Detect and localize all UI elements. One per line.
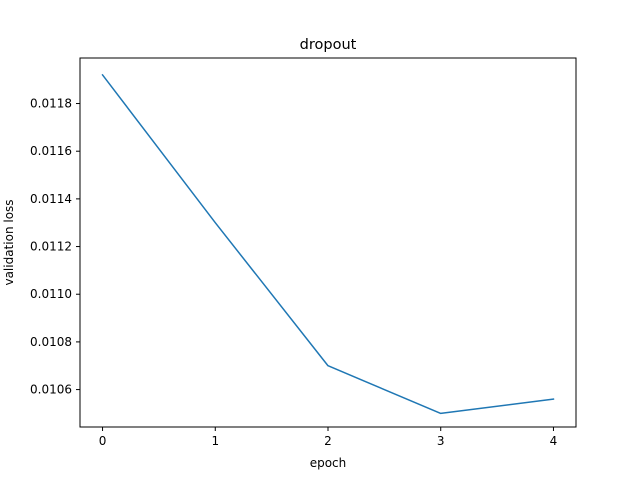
y-axis-label: validation loss [2,199,16,285]
series-line-0 [101,73,555,415]
y-tick-label: 0.0114 [30,192,72,206]
y-tick-label: 0.0116 [30,144,72,158]
y-tick-label: 0.0118 [30,97,72,111]
y-tick-label: 0.0112 [30,240,72,254]
x-tick-label: 0 [99,434,107,448]
y-tick-label: 0.0108 [30,335,72,349]
x-axis-ticks: 0 1 2 3 4 [99,427,558,448]
chart-title: dropout [300,37,357,53]
x-tick-label: 2 [324,434,332,448]
x-tick-label: 1 [211,434,219,448]
y-tick-label: 0.0110 [30,287,72,301]
x-tick-label: 3 [437,434,445,448]
y-tick-label: 0.0106 [30,383,72,397]
x-tick-label: 4 [550,434,558,448]
x-axis-label: epoch [310,456,347,470]
plot-frame [79,57,577,428]
y-axis-ticks: 0.0106 0.0108 0.0110 0.0112 0.0114 0.0116 0.01… [30,97,80,397]
plot-area [101,73,555,415]
